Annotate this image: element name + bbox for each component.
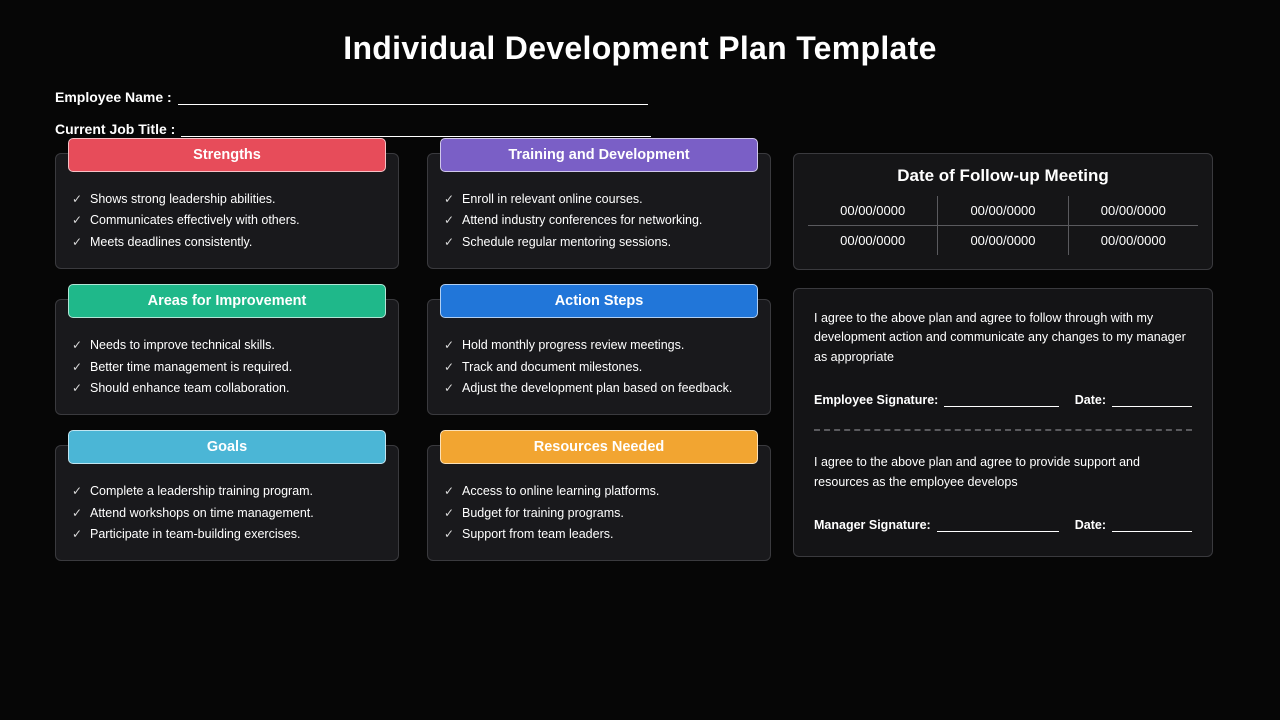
resources-card: Resources Needed Access to online learni… (427, 445, 771, 561)
improvement-list: Needs to improve technical skills. Bette… (72, 336, 382, 398)
date-cell[interactable]: 00/00/0000 (1068, 196, 1198, 225)
strengths-card: Strengths Shows strong leadership abilit… (55, 153, 399, 269)
list-item: Participate in team-building exercises. (72, 525, 382, 544)
list-item: Meets deadlines consistently. (72, 233, 382, 252)
list-item: Support from team leaders. (444, 525, 754, 544)
manager-sig-label: Manager Signature: (814, 518, 931, 532)
employee-date-label: Date: (1075, 393, 1106, 407)
resources-header: Resources Needed (440, 430, 758, 464)
list-item: Attend workshops on time management. (72, 504, 382, 523)
page-title: Individual Development Plan Template (55, 30, 1225, 67)
header-fields: Employee Name : Current Job Title : (55, 89, 1225, 137)
date-cell[interactable]: 00/00/0000 (1068, 226, 1198, 255)
action-card: Action Steps Hold monthly progress revie… (427, 299, 771, 415)
followup-title: Date of Follow-up Meeting (808, 166, 1198, 186)
employee-agreement: I agree to the above plan and agree to f… (814, 309, 1192, 407)
column-1: Strengths Shows strong leadership abilit… (55, 153, 399, 561)
manager-date-label: Date: (1075, 518, 1106, 532)
employee-name-line[interactable] (178, 91, 648, 105)
action-list: Hold monthly progress review meetings. T… (444, 336, 754, 398)
goals-card: Goals Complete a leadership training pro… (55, 445, 399, 561)
action-header: Action Steps (440, 284, 758, 318)
column-2: Training and Development Enroll in relev… (427, 153, 771, 561)
list-item: Schedule regular mentoring sessions. (444, 233, 754, 252)
job-title-field: Current Job Title : (55, 121, 1225, 137)
content-columns: Strengths Shows strong leadership abilit… (55, 153, 1225, 561)
training-header: Training and Development (440, 138, 758, 172)
list-item: Budget for training programs. (444, 504, 754, 523)
date-cell[interactable]: 00/00/0000 (937, 196, 1067, 225)
manager-sig-line[interactable] (937, 520, 1059, 532)
list-item: Better time management is required. (72, 358, 382, 377)
training-card: Training and Development Enroll in relev… (427, 153, 771, 269)
page-root: Individual Development Plan Template Emp… (0, 0, 1280, 581)
employee-sig-line[interactable] (944, 395, 1058, 407)
employee-name-field: Employee Name : (55, 89, 1225, 105)
followup-date-grid: 00/00/0000 00/00/0000 00/00/0000 00/00/0… (808, 196, 1198, 255)
improvement-header: Areas for Improvement (68, 284, 386, 318)
list-item: Communicates effectively with others. (72, 211, 382, 230)
list-item: Shows strong leadership abilities. (72, 190, 382, 209)
resources-list: Access to online learning platforms. Bud… (444, 482, 754, 544)
manager-agree-text: I agree to the above plan and agree to p… (814, 453, 1192, 492)
training-list: Enroll in relevant online courses. Atten… (444, 190, 754, 252)
employee-date-line[interactable] (1112, 395, 1192, 407)
followup-box: Date of Follow-up Meeting 00/00/0000 00/… (793, 153, 1213, 270)
improvement-card: Areas for Improvement Needs to improve t… (55, 299, 399, 415)
strengths-header: Strengths (68, 138, 386, 172)
list-item: Needs to improve technical skills. (72, 336, 382, 355)
manager-signature-row: Manager Signature: Date: (814, 518, 1192, 532)
card-columns: Strengths Shows strong leadership abilit… (55, 153, 771, 561)
date-cell[interactable]: 00/00/0000 (808, 226, 937, 255)
job-title-label: Current Job Title : (55, 121, 175, 137)
strengths-list: Shows strong leadership abilities. Commu… (72, 190, 382, 252)
list-item: Complete a leadership training program. (72, 482, 382, 501)
employee-agree-text: I agree to the above plan and agree to f… (814, 309, 1192, 367)
agreement-box: I agree to the above plan and agree to f… (793, 288, 1213, 557)
manager-date-line[interactable] (1112, 520, 1192, 532)
goals-header: Goals (68, 430, 386, 464)
employee-sig-label: Employee Signature: (814, 393, 938, 407)
agreement-separator (814, 429, 1192, 431)
list-item: Enroll in relevant online courses. (444, 190, 754, 209)
right-column: Date of Follow-up Meeting 00/00/0000 00/… (793, 153, 1213, 561)
date-cell[interactable]: 00/00/0000 (937, 226, 1067, 255)
list-item: Attend industry conferences for networki… (444, 211, 754, 230)
manager-agreement: I agree to the above plan and agree to p… (814, 453, 1192, 532)
employee-signature-row: Employee Signature: Date: (814, 393, 1192, 407)
date-cell[interactable]: 00/00/0000 (808, 196, 937, 225)
list-item: Hold monthly progress review meetings. (444, 336, 754, 355)
goals-list: Complete a leadership training program. … (72, 482, 382, 544)
list-item: Adjust the development plan based on fee… (444, 379, 754, 398)
date-row: 00/00/0000 00/00/0000 00/00/0000 (808, 196, 1198, 226)
date-row: 00/00/0000 00/00/0000 00/00/0000 (808, 226, 1198, 255)
list-item: Track and document milestones. (444, 358, 754, 377)
list-item: Should enhance team collaboration. (72, 379, 382, 398)
list-item: Access to online learning platforms. (444, 482, 754, 501)
employee-name-label: Employee Name : (55, 89, 172, 105)
job-title-line[interactable] (181, 123, 651, 137)
